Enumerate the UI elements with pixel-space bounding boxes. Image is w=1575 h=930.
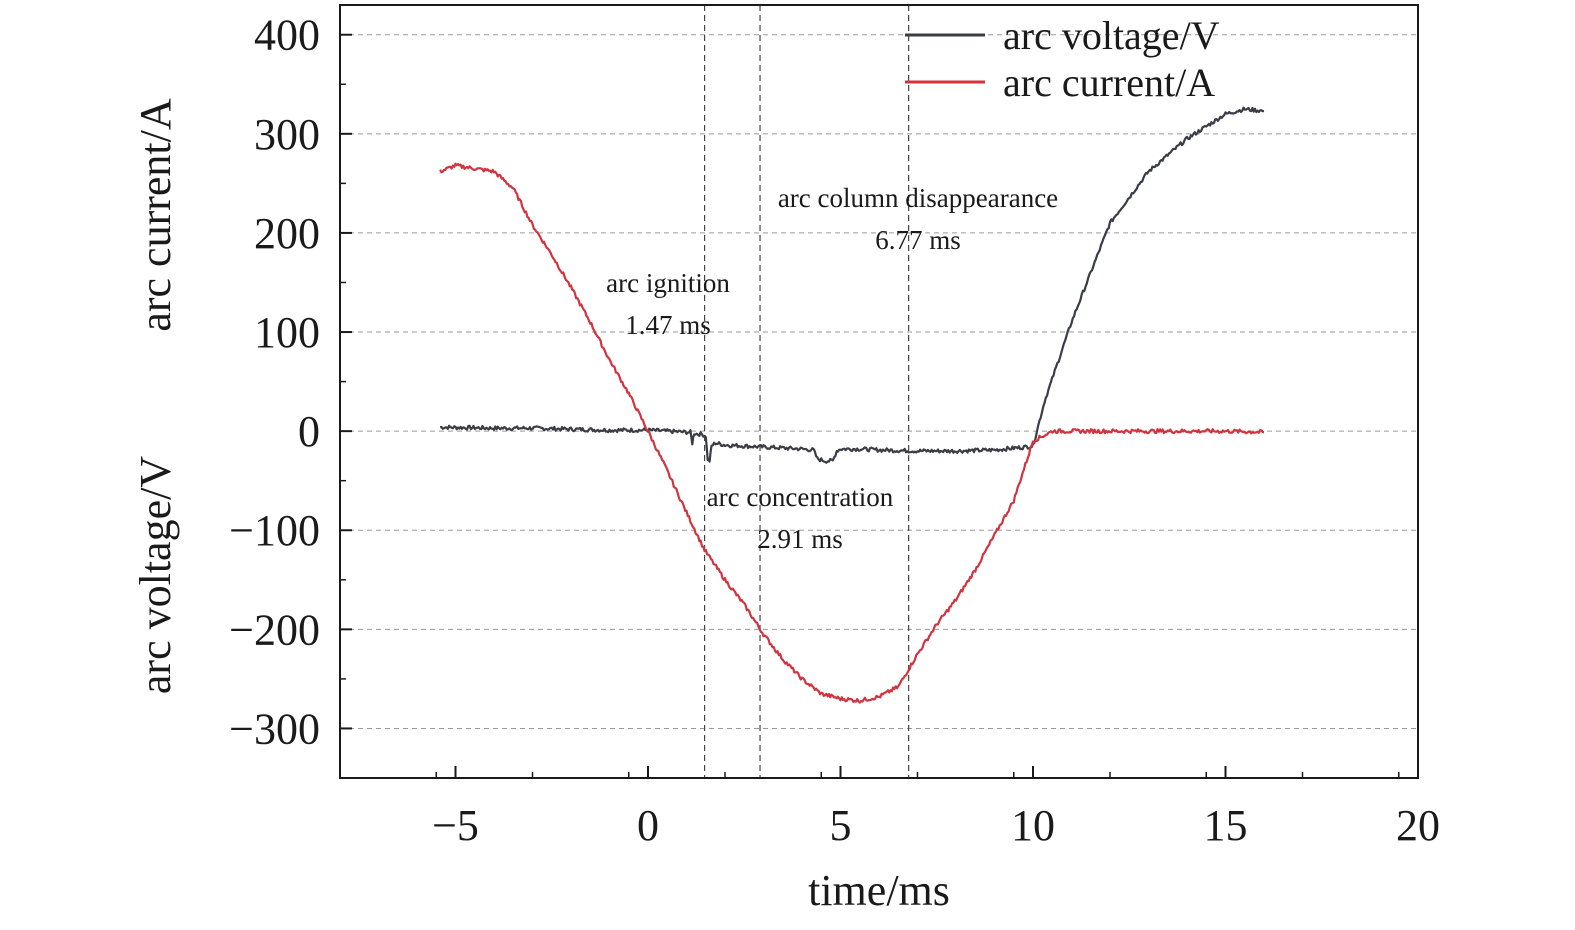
- y-tick-label: 100: [254, 308, 320, 357]
- y-tick-label: −100: [229, 506, 320, 555]
- x-tick-label: 5: [830, 801, 852, 850]
- annotations: arc ignition 1.47 ms arc concentration 2…: [606, 183, 1058, 554]
- legend-label-voltage: arc voltage/V: [1003, 13, 1220, 58]
- series-line-arc-voltage: [439, 106, 1265, 464]
- y-tick-label: −200: [229, 605, 320, 654]
- grid-lines: [340, 34, 1418, 729]
- annotation-arc-ignition-time: 1.47 ms: [625, 310, 711, 340]
- x-tick-label: 0: [637, 801, 659, 850]
- legend: arc voltage/V arc current/A: [905, 13, 1220, 105]
- event-lines: [703, 5, 910, 778]
- x-tick-label: 15: [1204, 801, 1248, 850]
- y-tick-label: 200: [254, 209, 320, 258]
- legend-label-current: arc current/A: [1003, 60, 1215, 105]
- series-line-arc-current: [439, 162, 1264, 704]
- axis-ticks: [339, 33, 1419, 778]
- series-group: [439, 106, 1265, 704]
- y-axis-label-upper: arc current/A: [131, 98, 180, 332]
- tick-labels: −5 0 5 10 15 20 400 300 200 100 0 −100 −200 −300: [229, 11, 1440, 850]
- annotation-arc-ignition: arc ignition: [606, 268, 730, 298]
- x-axis-label: time/ms: [808, 866, 950, 915]
- x-tick-label: 10: [1011, 801, 1055, 850]
- y-tick-label: −300: [229, 704, 320, 753]
- plot-frame: [339, 4, 1419, 779]
- x-tick-label: 20: [1396, 801, 1440, 850]
- y-tick-label: 300: [254, 110, 320, 159]
- x-tick-label: −5: [432, 801, 479, 850]
- y-tick-label: 0: [298, 407, 320, 456]
- annotation-arc-concentration: arc concentration: [707, 482, 894, 512]
- annotation-arc-concentration-time: 2.91 ms: [757, 524, 843, 554]
- y-tick-label: 400: [254, 11, 320, 60]
- annotation-arc-column-disappearance: arc column disappearance: [778, 183, 1058, 213]
- annotation-arc-column-disappearance-time: 6.77 ms: [875, 225, 961, 255]
- y-axis-label-lower: arc voltage/V: [131, 456, 180, 694]
